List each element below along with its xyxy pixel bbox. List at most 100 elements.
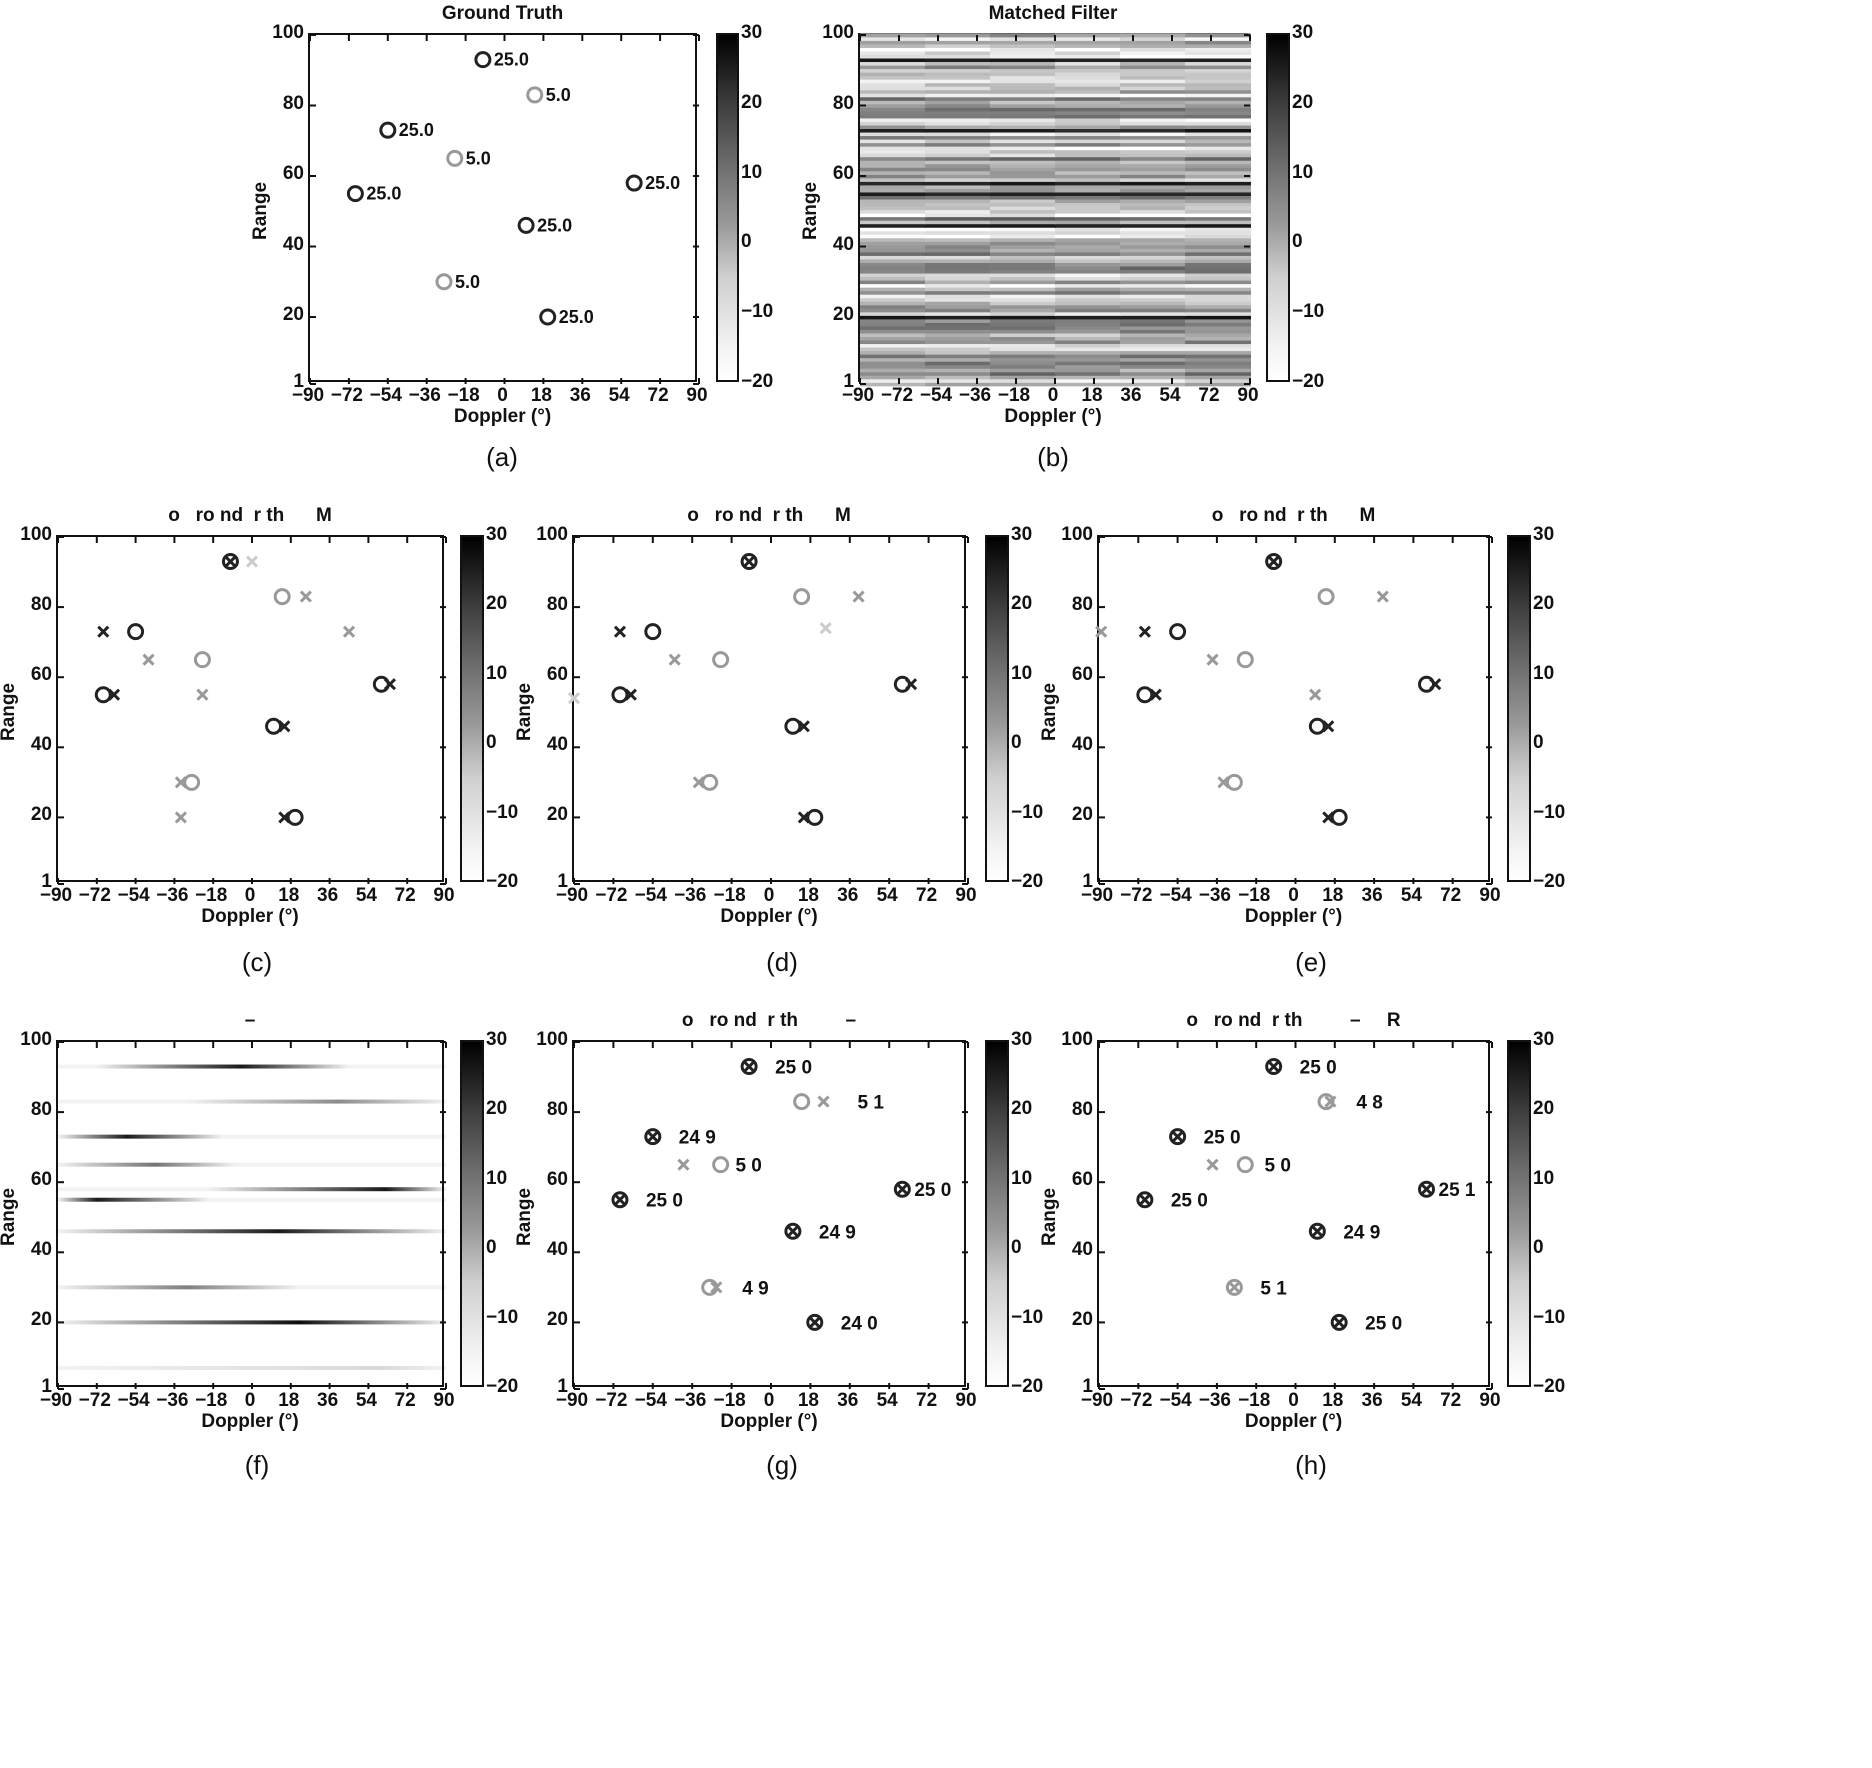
x-tick-label: 0 xyxy=(763,1390,775,1411)
subfigure-label: (e) xyxy=(1295,947,1327,977)
y-tick-label: 60 xyxy=(1071,664,1093,686)
estimate-marker-x-icon: 5 0 xyxy=(1206,1156,1291,1177)
svg-text:24 0: 24 0 xyxy=(841,1313,878,1334)
y-tick-label: 60 xyxy=(546,664,568,686)
x-tick-label: 0 xyxy=(1288,1390,1299,1411)
truth-marker-circle-icon: 25.0 xyxy=(625,173,680,193)
y-tick-label: 1 xyxy=(557,871,568,892)
colorbar-tick-label: −10 xyxy=(486,801,519,823)
truth-marker-circle-icon: 25.0 xyxy=(539,307,594,327)
estimate-marker-x-icon: 25 0 xyxy=(1138,1191,1208,1212)
x-tick-label: 18 xyxy=(530,385,552,406)
y-tick-label: 100 xyxy=(536,1029,568,1050)
truth-marker-circle-icon xyxy=(611,686,629,704)
colorbar-tick-label: 0 xyxy=(1533,732,1544,754)
y-tick-label: 1 xyxy=(41,1376,52,1397)
x-tick-label: 72 xyxy=(916,885,938,906)
truth-marker-circle-icon xyxy=(1265,553,1283,571)
y-tick-label: 20 xyxy=(282,304,304,326)
x-tick-label: 18 xyxy=(1322,1390,1344,1411)
estimate-marker-x-icon: 5 0 xyxy=(677,1156,762,1177)
truth-marker-circle-icon xyxy=(1330,1313,1348,1331)
plot-area xyxy=(56,1040,447,1390)
y-axis-label: Range xyxy=(1039,682,1060,741)
y-axis-label: Range xyxy=(0,1187,19,1246)
truth-marker-circle-icon xyxy=(740,553,758,571)
estimate-marker-x-icon xyxy=(342,625,356,638)
x-tick-label: 72 xyxy=(1440,1390,1462,1411)
panel-title: – xyxy=(244,1010,256,1031)
estimate-marker-x-icon: 25 1 xyxy=(1420,1180,1476,1201)
x-tick-label: 54 xyxy=(355,1390,377,1411)
x-tick-label: −90 xyxy=(39,885,73,906)
truth-marker-circle-icon xyxy=(793,1093,811,1111)
panel-title: o ro nd r th M xyxy=(1211,505,1376,526)
x-tick-label: 72 xyxy=(647,385,669,406)
truth-marker-circle-icon xyxy=(1317,1093,1335,1111)
truth-marker-circle-icon: 5.0 xyxy=(435,272,480,292)
truth-marker-circle-icon xyxy=(127,623,145,641)
plot-area xyxy=(1095,535,1493,885)
x-tick-label: 54 xyxy=(608,385,630,406)
svg-text:25 0: 25 0 xyxy=(1171,1191,1208,1212)
y-tick-label: 20 xyxy=(832,304,854,326)
svg-text:25.0: 25.0 xyxy=(399,120,434,140)
x-tick-label: 72 xyxy=(1198,385,1220,406)
x-tick-label: 72 xyxy=(394,885,416,906)
plot-area: 25 0 5 1 24 9 5 0 25 0 25 0 24 9 4 9 24 0 xyxy=(572,1040,969,1390)
x-tick-label: 0 xyxy=(497,385,508,406)
x-tick-label: 36 xyxy=(569,385,591,406)
colorbar-tick-label: 0 xyxy=(1292,231,1303,253)
truth-marker-circle-icon xyxy=(1169,1128,1187,1146)
estimate-marker-x-icon xyxy=(97,625,110,638)
truth-marker-circle-icon xyxy=(193,651,211,669)
colorbar-tick-label: 20 xyxy=(1533,1098,1555,1120)
y-tick-label: 1 xyxy=(293,371,304,392)
panel-title: o ro nd r th M xyxy=(687,505,851,526)
plot-area xyxy=(567,535,969,885)
svg-text:24 9: 24 9 xyxy=(679,1128,716,1149)
y-tick-label: 1 xyxy=(557,1376,568,1397)
subfigure-label: (d) xyxy=(766,947,798,977)
x-tick-label: 54 xyxy=(1400,1390,1422,1411)
estimate-marker-x-icon: 24 9 xyxy=(786,1222,856,1243)
svg-text:5 1: 5 1 xyxy=(1260,1278,1287,1299)
estimate-marker-x-icon: 24 9 xyxy=(646,1128,716,1149)
colorbar-tick-label: 20 xyxy=(1292,91,1314,113)
x-tick-label: −54 xyxy=(1159,1390,1192,1411)
colorbar-tick-label: 20 xyxy=(1011,1098,1033,1120)
truth-marker-circle-icon xyxy=(784,1222,802,1240)
y-tick-label: 60 xyxy=(546,1169,568,1191)
y-tick-label: 80 xyxy=(1071,594,1093,616)
plot-area xyxy=(858,33,1251,387)
x-tick-label: 18 xyxy=(278,1390,300,1411)
estimate-marker-x-icon: 25 0 xyxy=(613,1191,683,1212)
estimate-marker-x-icon xyxy=(383,678,397,691)
panel-title: Ground Truth xyxy=(441,3,564,24)
truth-marker-circle-icon xyxy=(1136,686,1154,704)
y-tick-label: 100 xyxy=(20,1029,52,1050)
svg-text:25 0: 25 0 xyxy=(914,1180,951,1201)
estimate-marker-x-icon xyxy=(299,590,312,603)
y-tick-label: 80 xyxy=(30,1099,52,1121)
x-tick-label: −90 xyxy=(291,385,325,406)
y-tick-label: 1 xyxy=(843,371,854,392)
estimate-marker-x-icon: 24 0 xyxy=(808,1313,878,1334)
svg-text:4 9: 4 9 xyxy=(742,1278,768,1299)
x-tick-label: −54 xyxy=(117,1390,150,1411)
estimate-marker-x-icon xyxy=(278,811,291,824)
x-tick-label: 90 xyxy=(955,885,977,906)
x-tick-label: −36 xyxy=(408,385,441,406)
svg-text:5 0: 5 0 xyxy=(1265,1156,1291,1177)
colorbar-tick-label: −10 xyxy=(1011,801,1044,823)
estimate-marker-x-icon xyxy=(797,720,810,733)
estimate-marker-x-icon xyxy=(819,622,832,635)
x-tick-label: 18 xyxy=(1081,385,1103,406)
truth-marker-circle-icon xyxy=(273,588,291,606)
colorbar-tick-label: −10 xyxy=(1292,301,1325,323)
x-tick-label: 18 xyxy=(1322,885,1344,906)
estimate-marker-x-icon: 4 9 xyxy=(710,1278,769,1299)
colorbar-tick-label: −10 xyxy=(1533,801,1566,823)
x-tick-label: 90 xyxy=(1237,385,1259,406)
